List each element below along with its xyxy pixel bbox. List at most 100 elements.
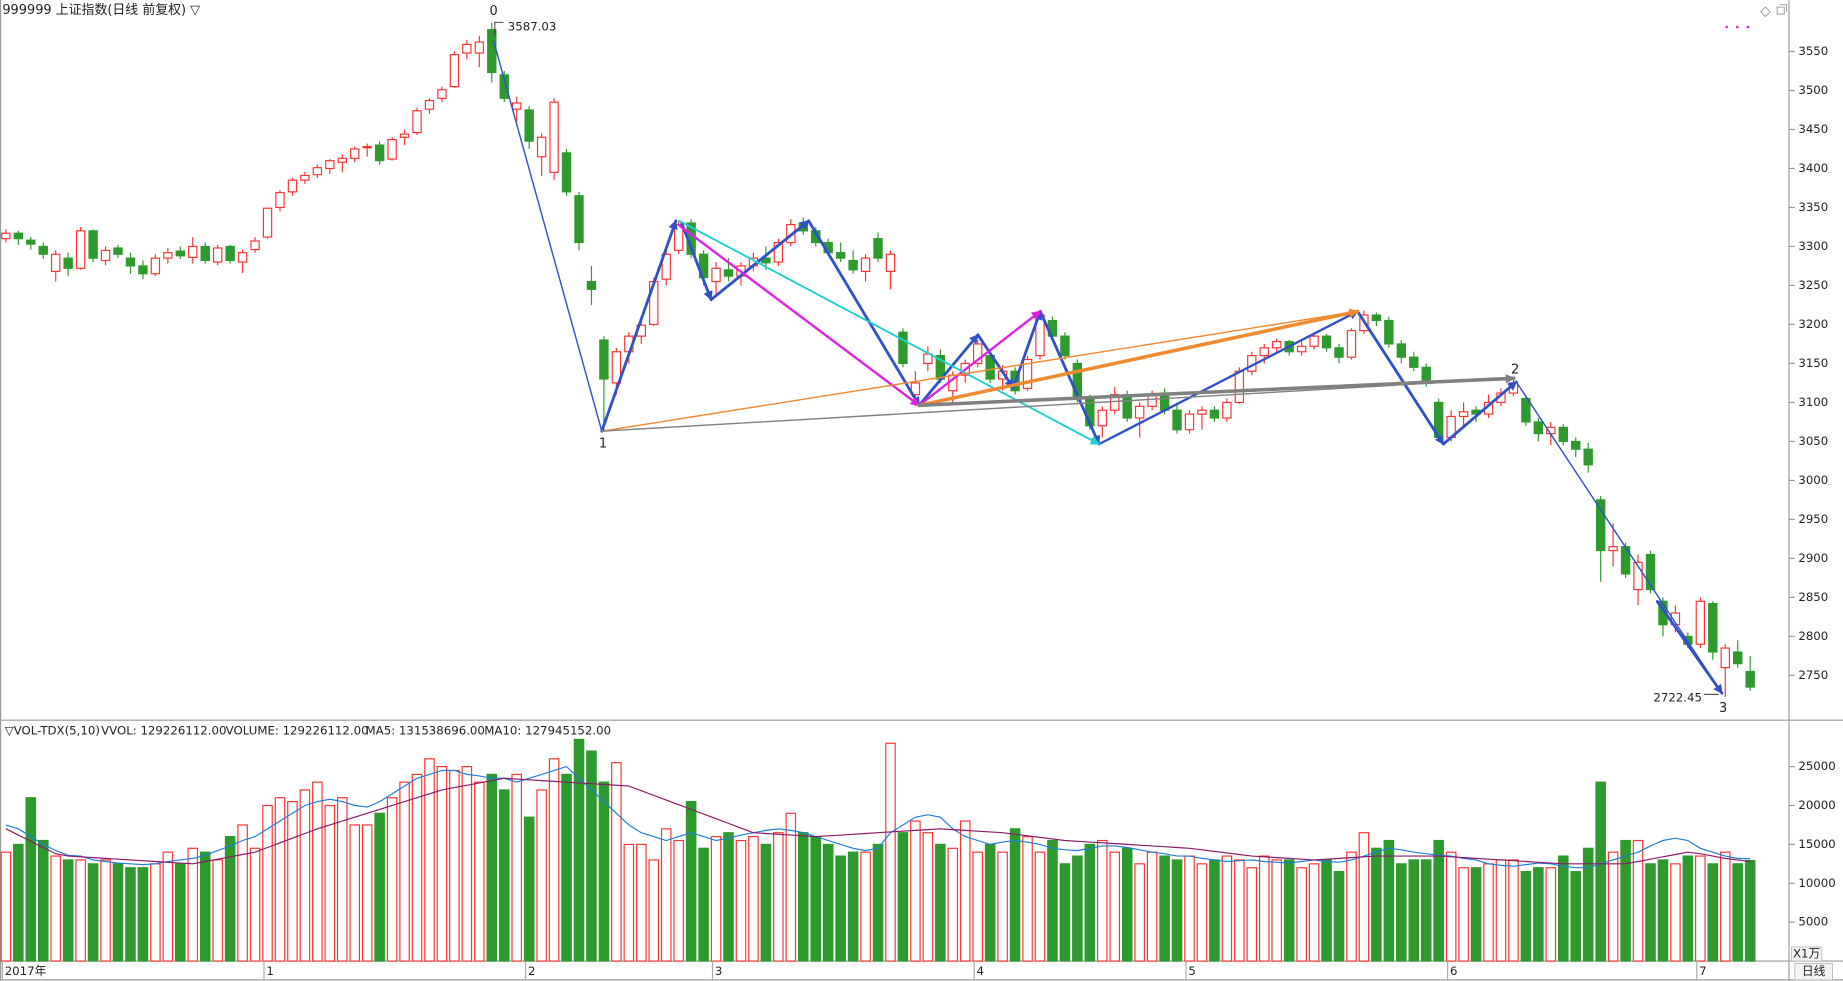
volume-bar: [1508, 859, 1519, 962]
candle-body: [1110, 394, 1120, 411]
candle-body: [474, 41, 485, 54]
x-tick-label: 2017年: [5, 964, 47, 978]
chart-title: 999999 上证指数(日线 前复权) ▽: [2, 2, 200, 18]
volume-bar: [1695, 855, 1706, 962]
candle-body: [287, 179, 298, 193]
volume-bar: [386, 797, 398, 962]
high-label: 3587.03: [508, 20, 557, 34]
legend-entry: VOLUME: 129226112.00: [226, 723, 369, 737]
trend-line: [1011, 309, 1042, 390]
volume-bar: [199, 851, 211, 962]
volume-bar: [885, 742, 896, 962]
menu-dots[interactable]: [1725, 25, 1750, 29]
tab-label[interactable]: 日线: [1802, 964, 1826, 978]
trend-line: [976, 333, 1015, 390]
window-icons[interactable]: [1760, 4, 1788, 18]
candle-body: [1272, 340, 1282, 349]
candle-body: [312, 167, 323, 176]
volume-bar: [935, 843, 946, 962]
candle-body: [1371, 314, 1382, 322]
volume-bar: [611, 762, 622, 962]
candle-body: [262, 207, 273, 238]
volume-bar: [760, 843, 772, 962]
volume-bar: [87, 863, 99, 962]
volume-bar: [1047, 839, 1058, 962]
candle-body: [1309, 335, 1319, 347]
wave-label: 0: [490, 4, 498, 19]
tab[interactable]: [1794, 963, 1833, 981]
trend-line: [1655, 600, 1724, 695]
volume-bar: [1632, 839, 1644, 962]
candle-body: [1, 232, 11, 240]
volume-bar: [1383, 839, 1395, 962]
candle-body: [1122, 394, 1132, 419]
legend-entry: MA5: 131538696.00: [366, 723, 485, 737]
volume-bar: [1645, 863, 1656, 962]
candle-body: [1184, 413, 1195, 431]
candle-body: [200, 245, 210, 262]
y-tick-label: 3150: [1798, 356, 1828, 370]
x-tick-label: 1: [266, 964, 273, 978]
y-tick-label: 2850: [1798, 590, 1828, 604]
candle-body: [1234, 370, 1245, 403]
volume-bar: [1533, 867, 1544, 962]
volume-bar: [1221, 855, 1233, 962]
indicator-value: VVOL: 129226112.00: [101, 723, 226, 737]
candle-body: [536, 136, 547, 158]
candle-body: [723, 269, 734, 277]
candle-body: [1334, 347, 1344, 358]
volume-bar: [249, 847, 261, 962]
trend-lines: [492, 21, 1724, 695]
candle-body: [1134, 405, 1145, 419]
volume-bar: [1121, 847, 1133, 962]
candle-body: [487, 29, 497, 74]
volume-bar: [224, 836, 236, 962]
volume-bar: [349, 824, 361, 962]
volume-bar: [1595, 781, 1606, 962]
volume-bar: [125, 867, 136, 962]
candle-body: [1571, 440, 1581, 450]
volume-bar: [710, 836, 722, 962]
volume-bar: [237, 824, 248, 962]
candle-body: [350, 148, 360, 159]
trend-line: [917, 308, 1360, 408]
volume-bar: [474, 781, 485, 962]
candle-body: [88, 230, 98, 259]
volume-bar: [1520, 871, 1532, 962]
candle-body: [387, 139, 397, 160]
candle-body: [462, 43, 472, 54]
volume-bar: [50, 855, 62, 962]
volume-bar: [62, 859, 74, 962]
candle-body: [611, 351, 622, 384]
candle-body: [163, 252, 173, 259]
candle-body: [1633, 561, 1643, 591]
volume-bar: [1483, 863, 1494, 962]
label-pointer: [494, 21, 504, 36]
trend-line: [1038, 309, 1101, 446]
candle-body: [1421, 366, 1431, 382]
candle-body: [860, 257, 871, 272]
trend-line: [680, 221, 713, 302]
volume-bar: [785, 812, 797, 962]
candle-body: [711, 267, 721, 283]
candle-body: [1346, 330, 1357, 358]
candle-body: [125, 257, 136, 267]
candle-body: [13, 232, 24, 240]
volume-bar: [698, 847, 709, 962]
marks: 2750280028502900295030003050310031503200…: [0, 22, 1836, 980]
volume-bar: [586, 750, 597, 962]
candle-body: [424, 100, 435, 110]
volume-bar: [449, 769, 460, 962]
candle-body: [1409, 356, 1419, 368]
candle-body: [1172, 409, 1182, 431]
volume-bar: [112, 863, 124, 962]
volume-bar: [13, 843, 24, 962]
volume-bar: [212, 859, 223, 962]
candle-body: [1695, 600, 1706, 645]
x-tick-label: 7: [1699, 964, 1706, 978]
candle-body: [100, 249, 111, 262]
volume-bar: [1022, 836, 1033, 962]
volume-bar: [1109, 851, 1121, 962]
volume-bar: [498, 789, 510, 962]
